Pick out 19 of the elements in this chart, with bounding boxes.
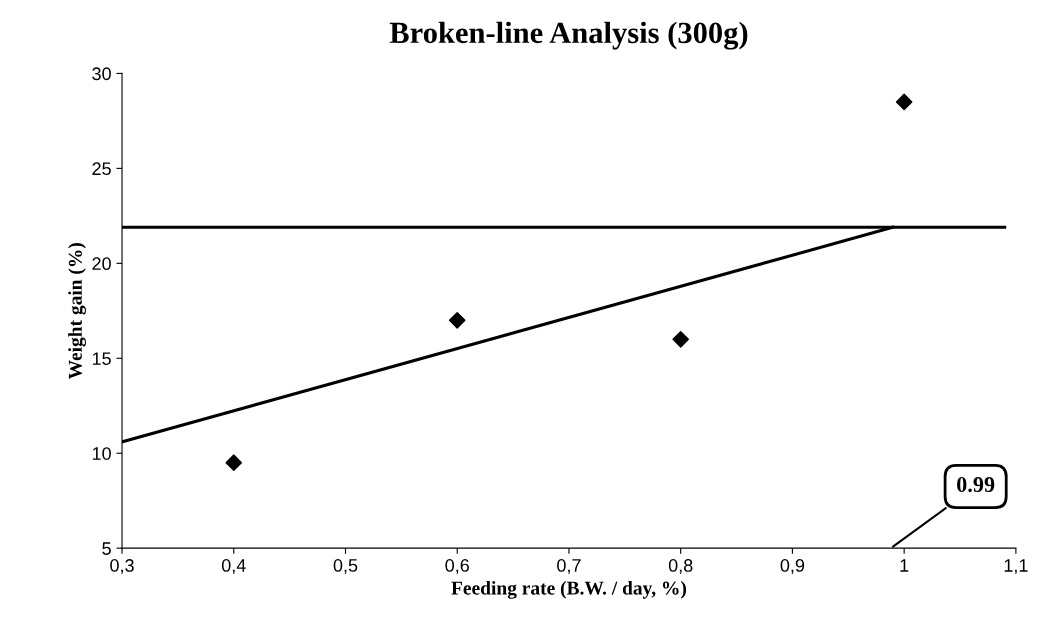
- chart-title: Broken-line Analysis (300g): [389, 21, 748, 50]
- x-tick-label: 0,8: [668, 559, 693, 574]
- y-axis-title: Weight gain (%): [68, 243, 86, 380]
- y-tick-label: 30: [92, 67, 111, 81]
- x-tick-label: 0,3: [110, 559, 134, 574]
- y-tick-label: 5: [102, 542, 111, 555]
- y-tick-label: 10: [92, 447, 111, 460]
- x-tick-label: 1: [900, 559, 909, 572]
- x-tick-label: 0,6: [445, 559, 469, 574]
- x-tick-label: 0,4: [221, 559, 246, 574]
- x-tick-label: 1,1: [1004, 559, 1028, 574]
- y-tick-label: 15: [92, 352, 111, 365]
- x-axis-title: Feeding rate (B.W. / day, %): [451, 580, 687, 599]
- y-tick-label: 25: [92, 162, 111, 176]
- x-tick-label: 0,9: [780, 559, 805, 574]
- x-tick-label: 0,7: [557, 559, 581, 574]
- annotation: 0.99: [957, 477, 995, 493]
- x-tick-label: 0,5: [333, 559, 358, 574]
- y-tick-label: 20: [92, 257, 111, 271]
